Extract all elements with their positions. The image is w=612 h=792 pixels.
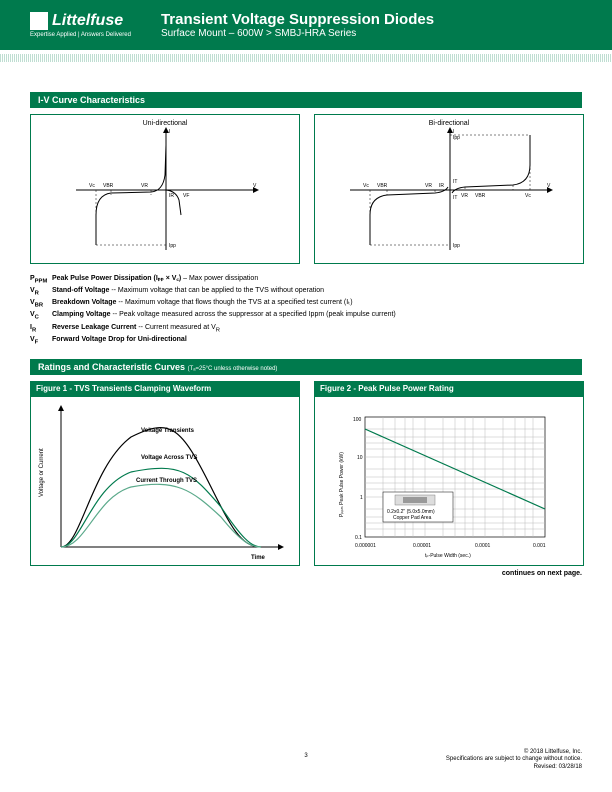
svg-text:Time: Time bbox=[251, 555, 266, 561]
iv-uni-svg: I V Vc VBR VR IR VF Ipp bbox=[31, 115, 301, 265]
svg-text:Ipp: Ipp bbox=[453, 135, 460, 141]
continues-text: continues on next page. bbox=[30, 570, 582, 577]
svg-text:IR: IR bbox=[169, 193, 174, 199]
svg-text:Vc: Vc bbox=[89, 183, 95, 189]
svg-text:I: I bbox=[169, 129, 170, 135]
svg-text:Copper Pad Area: Copper Pad Area bbox=[393, 515, 432, 521]
svg-text:VBR: VBR bbox=[377, 183, 388, 189]
definitions-list: PPPM Peak Pulse Power Dissipation (Iₚₚ ×… bbox=[30, 274, 582, 347]
logo-mark-icon bbox=[30, 12, 48, 30]
svg-text:IT: IT bbox=[453, 179, 457, 185]
iv-charts-row: Uni-directional I V Vc VBR VR bbox=[30, 114, 582, 264]
svg-text:0.0001: 0.0001 bbox=[475, 543, 491, 549]
header-stripe bbox=[0, 54, 612, 62]
iv-bi-label: Bi-directional bbox=[429, 120, 469, 127]
svg-text:0.1: 0.1 bbox=[355, 535, 362, 541]
def-row: PPPM Peak Pulse Power Dissipation (Iₚₚ ×… bbox=[30, 274, 582, 286]
svg-text:VBR: VBR bbox=[475, 193, 486, 199]
svg-text:Ipp: Ipp bbox=[453, 243, 460, 249]
svg-text:V: V bbox=[253, 183, 257, 189]
page: Littelfuse Expertise Applied | Answers D… bbox=[0, 0, 612, 792]
def-row: VR Stand-off Voltage -- Maximum voltage … bbox=[30, 286, 582, 298]
iv-uni-chart: Uni-directional I V Vc VBR VR bbox=[30, 114, 300, 264]
svg-text:Vc: Vc bbox=[525, 193, 531, 199]
svg-text:Pₚₚₘ Peak Pulse Power (kW): Pₚₚₘ Peak Pulse Power (kW) bbox=[339, 452, 345, 517]
svg-text:VBR: VBR bbox=[103, 183, 114, 189]
figure-1-plot: Voltage Transients Voltage Across TVS Cu… bbox=[30, 396, 300, 566]
def-row: VC Clamping Voltage -- Peak voltage meas… bbox=[30, 310, 582, 322]
svg-text:VR: VR bbox=[141, 183, 148, 189]
doc-subtitle: Surface Mount – 600W > SMBJ-HRA Series bbox=[161, 28, 434, 39]
svg-text:0.000001: 0.000001 bbox=[355, 543, 376, 549]
figure-2-title: Figure 2 - Peak Pulse Power Rating bbox=[314, 381, 584, 396]
svg-text:0.001: 0.001 bbox=[533, 543, 546, 549]
svg-text:Vc: Vc bbox=[363, 183, 369, 189]
figure-1: Figure 1 - TVS Transients Clamping Wavef… bbox=[30, 381, 300, 566]
header-bar: Littelfuse Expertise Applied | Answers D… bbox=[0, 0, 612, 50]
svg-text:Voltage Across TVS: Voltage Across TVS bbox=[141, 455, 197, 461]
svg-text:tₚ-Pulse Width (sec.): tₚ-Pulse Width (sec.) bbox=[425, 553, 471, 559]
iv-uni-label: Uni-directional bbox=[143, 120, 188, 127]
brand-logo: Littelfuse Expertise Applied | Answers D… bbox=[30, 12, 131, 38]
def-row: VF Forward Voltage Drop for Uni-directio… bbox=[30, 335, 582, 347]
brand-name: Littelfuse bbox=[52, 12, 123, 30]
svg-text:V: V bbox=[547, 183, 551, 189]
footer: 3 © 2018 Littelfuse, Inc. Specifications… bbox=[0, 753, 612, 772]
header-titles: Transient Voltage Suppression Diodes Sur… bbox=[161, 11, 434, 39]
content-area: I-V Curve Characteristics Uni-directiona… bbox=[0, 62, 612, 577]
iv-bi-chart: Bi-directional I V bbox=[314, 114, 584, 264]
doc-title: Transient Voltage Suppression Diodes bbox=[161, 11, 434, 28]
svg-text:0.00001: 0.00001 bbox=[413, 543, 431, 549]
svg-text:IR: IR bbox=[439, 183, 444, 189]
figures-row: Figure 1 - TVS Transients Clamping Wavef… bbox=[30, 381, 582, 566]
svg-text:100: 100 bbox=[353, 417, 362, 423]
svg-text:Ipp: Ipp bbox=[169, 243, 176, 249]
def-row: IR Reverse Leakage Current -- Current me… bbox=[30, 323, 582, 335]
svg-text:VR: VR bbox=[461, 193, 468, 199]
figure-2: Figure 2 - Peak Pulse Power Rating bbox=[314, 381, 584, 566]
figure-2-plot: 0.2x0.2" (5.0x5.0mm) Copper Pad Area 100… bbox=[314, 396, 584, 566]
svg-text:Voltage or Current: Voltage or Current bbox=[39, 448, 45, 497]
svg-text:10: 10 bbox=[357, 455, 363, 461]
svg-text:Current Through TVS: Current Through TVS bbox=[136, 478, 197, 484]
def-row: VBR Breakdown Voltage -- Maximum voltage… bbox=[30, 298, 582, 310]
figure-1-title: Figure 1 - TVS Transients Clamping Wavef… bbox=[30, 381, 300, 396]
svg-text:Voltage Transients: Voltage Transients bbox=[141, 428, 195, 434]
svg-text:VF: VF bbox=[183, 193, 189, 199]
section-ratings-title: Ratings and Characteristic Curves (Tₐ=25… bbox=[30, 359, 582, 375]
brand-tagline: Expertise Applied | Answers Delivered bbox=[30, 32, 131, 38]
svg-text:VR: VR bbox=[425, 183, 432, 189]
iv-bi-svg: I V Vc VBR VR VR VBR bbox=[315, 115, 585, 265]
svg-text:1: 1 bbox=[360, 495, 363, 501]
section-iv-title: I-V Curve Characteristics bbox=[30, 92, 582, 108]
svg-text:IT: IT bbox=[453, 195, 457, 201]
